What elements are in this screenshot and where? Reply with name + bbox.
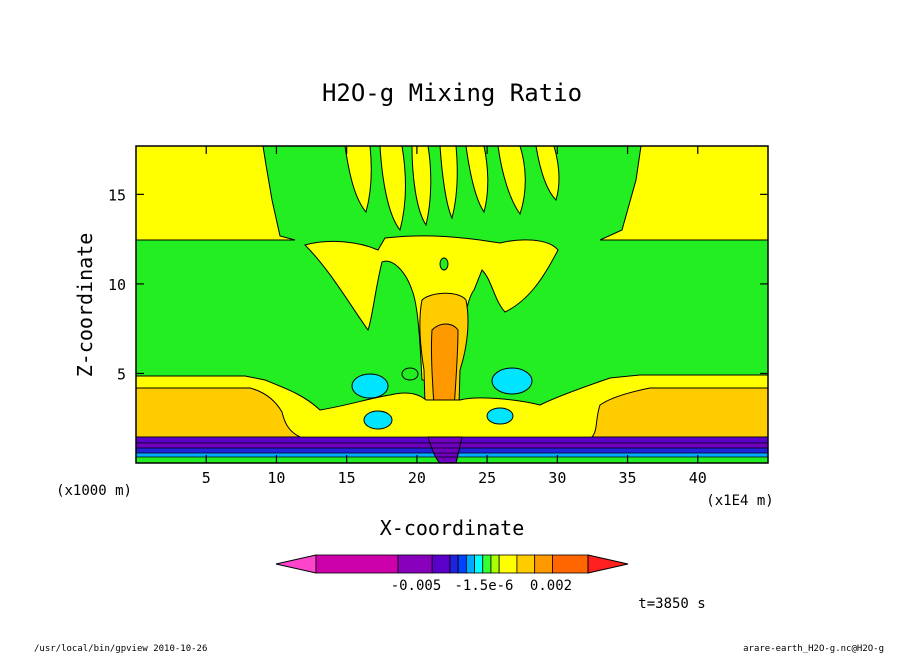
cyan-blob-left bbox=[351, 373, 389, 399]
colorbar-swatch bbox=[449, 554, 459, 574]
x-unit-label: (x1E4 m) bbox=[706, 493, 773, 509]
footer-left: /usr/local/bin/gpview 2010-10-26 bbox=[34, 644, 207, 654]
colorbar: -0.005 -1.5e-6 0.002 bbox=[275, 554, 629, 594]
y-axis-label: Z-coordinate bbox=[73, 233, 97, 378]
y-tick-label: 10 bbox=[108, 276, 126, 294]
colorbar-swatch bbox=[465, 554, 475, 574]
colorbar-swatch bbox=[482, 554, 492, 574]
cyan-blob-lower-right bbox=[486, 407, 514, 425]
x-tick-label: 5 bbox=[202, 469, 211, 487]
streak-4 bbox=[439, 146, 458, 220]
streak-2 bbox=[379, 146, 406, 232]
y-tick-label: 15 bbox=[108, 186, 126, 204]
streak-5 bbox=[465, 146, 489, 214]
streak-6 bbox=[497, 146, 526, 216]
lower-orange-left bbox=[136, 387, 301, 438]
colorbar-swatch bbox=[552, 554, 589, 574]
x-tick-label: 10 bbox=[267, 469, 285, 487]
colorbar-swatch bbox=[457, 554, 467, 574]
band-contours bbox=[136, 436, 768, 458]
upper-left-band bbox=[136, 146, 296, 241]
streak-3 bbox=[411, 146, 432, 227]
plot-frame bbox=[135, 145, 769, 464]
contour-field bbox=[136, 146, 768, 463]
colorbar-tick-label: -1.5e-6 bbox=[454, 578, 513, 594]
x-tick-label: 15 bbox=[338, 469, 356, 487]
chart-title: H2O-g Mixing Ratio bbox=[322, 79, 582, 107]
small-blob-1 bbox=[401, 367, 419, 381]
y-unit-label: (x1000 m) bbox=[56, 483, 132, 499]
upper-right-band bbox=[599, 146, 768, 241]
x-axis-label: X-coordinate bbox=[380, 516, 525, 540]
colorbar-swatch bbox=[516, 554, 536, 574]
axes: 5 10 15 20 25 30 35 40 5 10 15 bbox=[108, 146, 768, 487]
colorbar-swatch bbox=[397, 554, 433, 574]
colorbar-left-tip bbox=[275, 554, 317, 574]
colorbar-swatch bbox=[474, 554, 484, 574]
streak-1 bbox=[344, 146, 372, 214]
colorbar-tick-label: -0.005 bbox=[391, 578, 442, 594]
footer-right: arare-earth_H2O-g.nc@H2O-g bbox=[743, 644, 884, 654]
colorbar-swatch bbox=[490, 554, 500, 574]
y-tick-label: 5 bbox=[117, 365, 126, 383]
lower-orange-right bbox=[590, 387, 768, 438]
colorbar-tick-label: 0.002 bbox=[530, 578, 572, 594]
small-blob-2 bbox=[439, 257, 449, 271]
colorbar-swatch bbox=[498, 554, 518, 574]
colorbar-swatch bbox=[534, 554, 553, 574]
time-label: t=3850 s bbox=[638, 596, 705, 612]
x-tick-label: 20 bbox=[408, 469, 426, 487]
cyan-blob-lower-left bbox=[363, 410, 393, 430]
x-tick-label: 30 bbox=[548, 469, 566, 487]
x-tick-label: 25 bbox=[478, 469, 496, 487]
x-tick-label: 35 bbox=[619, 469, 637, 487]
colorbar-swatch bbox=[431, 554, 451, 574]
colorbar-right-tip bbox=[587, 554, 629, 574]
colorbar-swatch bbox=[315, 554, 399, 574]
streak-7 bbox=[535, 146, 560, 201]
x-tick-label: 40 bbox=[689, 469, 707, 487]
cyan-blob-right bbox=[491, 367, 533, 395]
